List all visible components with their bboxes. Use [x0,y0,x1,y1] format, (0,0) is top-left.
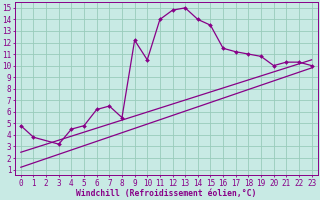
X-axis label: Windchill (Refroidissement éolien,°C): Windchill (Refroidissement éolien,°C) [76,189,256,198]
